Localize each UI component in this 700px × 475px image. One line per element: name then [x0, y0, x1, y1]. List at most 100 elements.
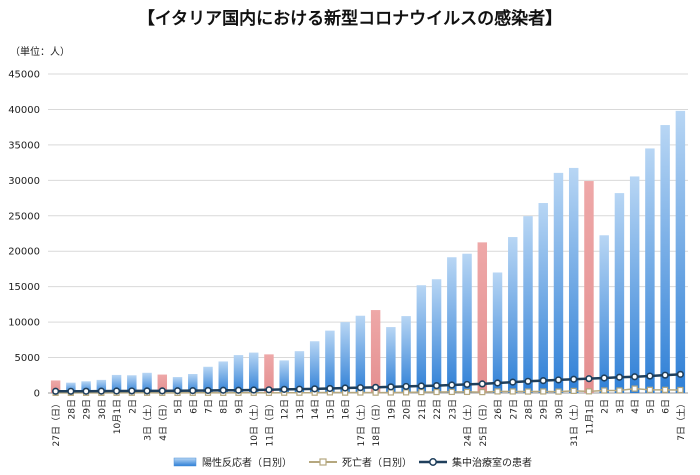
- deaths-point: [524, 388, 532, 395]
- x-tick-label: 17日（土）: [355, 399, 367, 446]
- bar: [279, 360, 289, 393]
- deaths-point: [646, 386, 654, 393]
- deaths-point: [677, 386, 684, 394]
- x-tick-label: 10月1日: [112, 399, 123, 434]
- x-tick-label: 31日（土）: [568, 399, 580, 446]
- icu-point: [570, 375, 578, 383]
- bar: [538, 203, 548, 393]
- icu-point: [661, 371, 669, 379]
- y-tick-label: 10000: [8, 318, 40, 329]
- x-tick-label: 27日（日）: [51, 399, 62, 446]
- icu-series: [52, 370, 684, 395]
- x-tick-label: 18日（日）: [371, 399, 382, 446]
- y-tick-labels: 0 5000 10000 15000 20000 25000 30000 35000 40000…: [8, 70, 40, 400]
- deaths-point: [540, 388, 547, 395]
- bar: [416, 285, 427, 393]
- deaths-point: [570, 387, 577, 394]
- bar: [523, 216, 533, 393]
- legend-positive-swatch: [173, 457, 197, 466]
- bar: [645, 148, 655, 393]
- icu-point: [97, 387, 105, 395]
- x-tick-label: 24日（土）: [462, 399, 474, 446]
- y-tick-label: 35000: [8, 140, 40, 151]
- x-tick-label: 15日: [325, 399, 336, 419]
- x-tick-label: 5日: [645, 399, 656, 414]
- bar: [218, 361, 228, 393]
- icu-point: [493, 379, 502, 387]
- legend-deaths: 死亡者（日別）: [308, 454, 412, 469]
- x-tick-label: 23日: [447, 399, 458, 419]
- icu-point: [631, 373, 639, 381]
- x-tick-label: 3日: [615, 399, 626, 414]
- x-tick-label: 13日: [295, 399, 306, 419]
- chart-canvas: 0 5000 10000 15000 20000 25000 30000 35000 40000…: [8, 70, 688, 446]
- deaths-point: [509, 388, 516, 395]
- x-tick-label: 2日: [600, 399, 611, 414]
- icu-point: [600, 374, 608, 382]
- bar: [629, 176, 640, 393]
- icu-point: [615, 373, 624, 381]
- bar: [431, 279, 442, 393]
- icu-point: [509, 378, 517, 386]
- bar: [355, 315, 366, 393]
- bar: [492, 272, 503, 393]
- x-tick-label: 6日: [188, 399, 199, 414]
- icu-point: [646, 372, 654, 380]
- icu-point: [128, 387, 136, 395]
- bar: [264, 354, 274, 393]
- x-tick-label: 30日: [554, 399, 565, 419]
- icu-point: [524, 377, 532, 385]
- bar: [157, 374, 168, 393]
- icu-point: [250, 386, 258, 394]
- x-tick-label: 30日: [97, 399, 108, 419]
- icu-point: [295, 385, 304, 393]
- bar: [614, 193, 625, 393]
- bar: [477, 242, 488, 393]
- legend-icu: 集中治療室の患者: [418, 454, 532, 469]
- x-tick-label: 22日: [432, 399, 443, 419]
- bar: [188, 374, 198, 393]
- legend-icu-label: 集中治療室の患者: [452, 458, 532, 469]
- deaths-point: [433, 388, 440, 396]
- bar: [401, 316, 411, 393]
- icu-point: [82, 387, 90, 395]
- bar: [325, 330, 335, 393]
- icu-point: [311, 385, 319, 393]
- bar: [309, 341, 320, 393]
- icu-point: [143, 387, 151, 395]
- x-tick-label: 11日（日）: [264, 399, 275, 446]
- y-tick-label: 25000: [8, 211, 40, 222]
- deaths-point: [601, 387, 608, 394]
- x-tick-label: 20日: [402, 399, 413, 419]
- bar: [172, 377, 183, 393]
- bar: [386, 327, 396, 393]
- y-tick-label: 20000: [8, 247, 40, 258]
- bar: [233, 355, 244, 393]
- x-tick-labels: 27日（日） 28日 29日 30日 10月1日 2日 3日（土） 4日（日） 5日 6日 7日 8日…: [51, 399, 687, 446]
- deaths-point: [631, 385, 638, 392]
- bar: [508, 237, 518, 393]
- x-tick-label: 12日: [280, 399, 291, 419]
- icu-point: [341, 384, 349, 392]
- x-tick-label: 2日: [127, 399, 138, 414]
- deaths-point: [494, 388, 501, 395]
- icu-point: [554, 376, 563, 384]
- legend-deaths-label: 死亡者（日別）: [342, 458, 412, 469]
- x-tick-label: 29日: [539, 399, 550, 419]
- icu-point: [112, 387, 121, 395]
- x-tick-label: 28日: [524, 399, 535, 419]
- y-tick-label: 30000: [8, 176, 40, 187]
- icu-point: [478, 380, 486, 388]
- x-tick-label: 9日: [234, 399, 245, 414]
- x-tick-label: 7日: [204, 399, 215, 414]
- x-tick-label: 26日: [493, 399, 504, 419]
- x-tick-label: 5日: [173, 399, 184, 414]
- bar: [294, 351, 305, 393]
- icu-point: [173, 387, 182, 395]
- icu-point: [280, 385, 288, 393]
- bar: [568, 167, 579, 393]
- y-tick-label: 40000: [8, 105, 40, 116]
- icu-point: [448, 381, 456, 389]
- deaths-point: [418, 388, 425, 396]
- x-tick-label: 7日（土）: [675, 399, 687, 441]
